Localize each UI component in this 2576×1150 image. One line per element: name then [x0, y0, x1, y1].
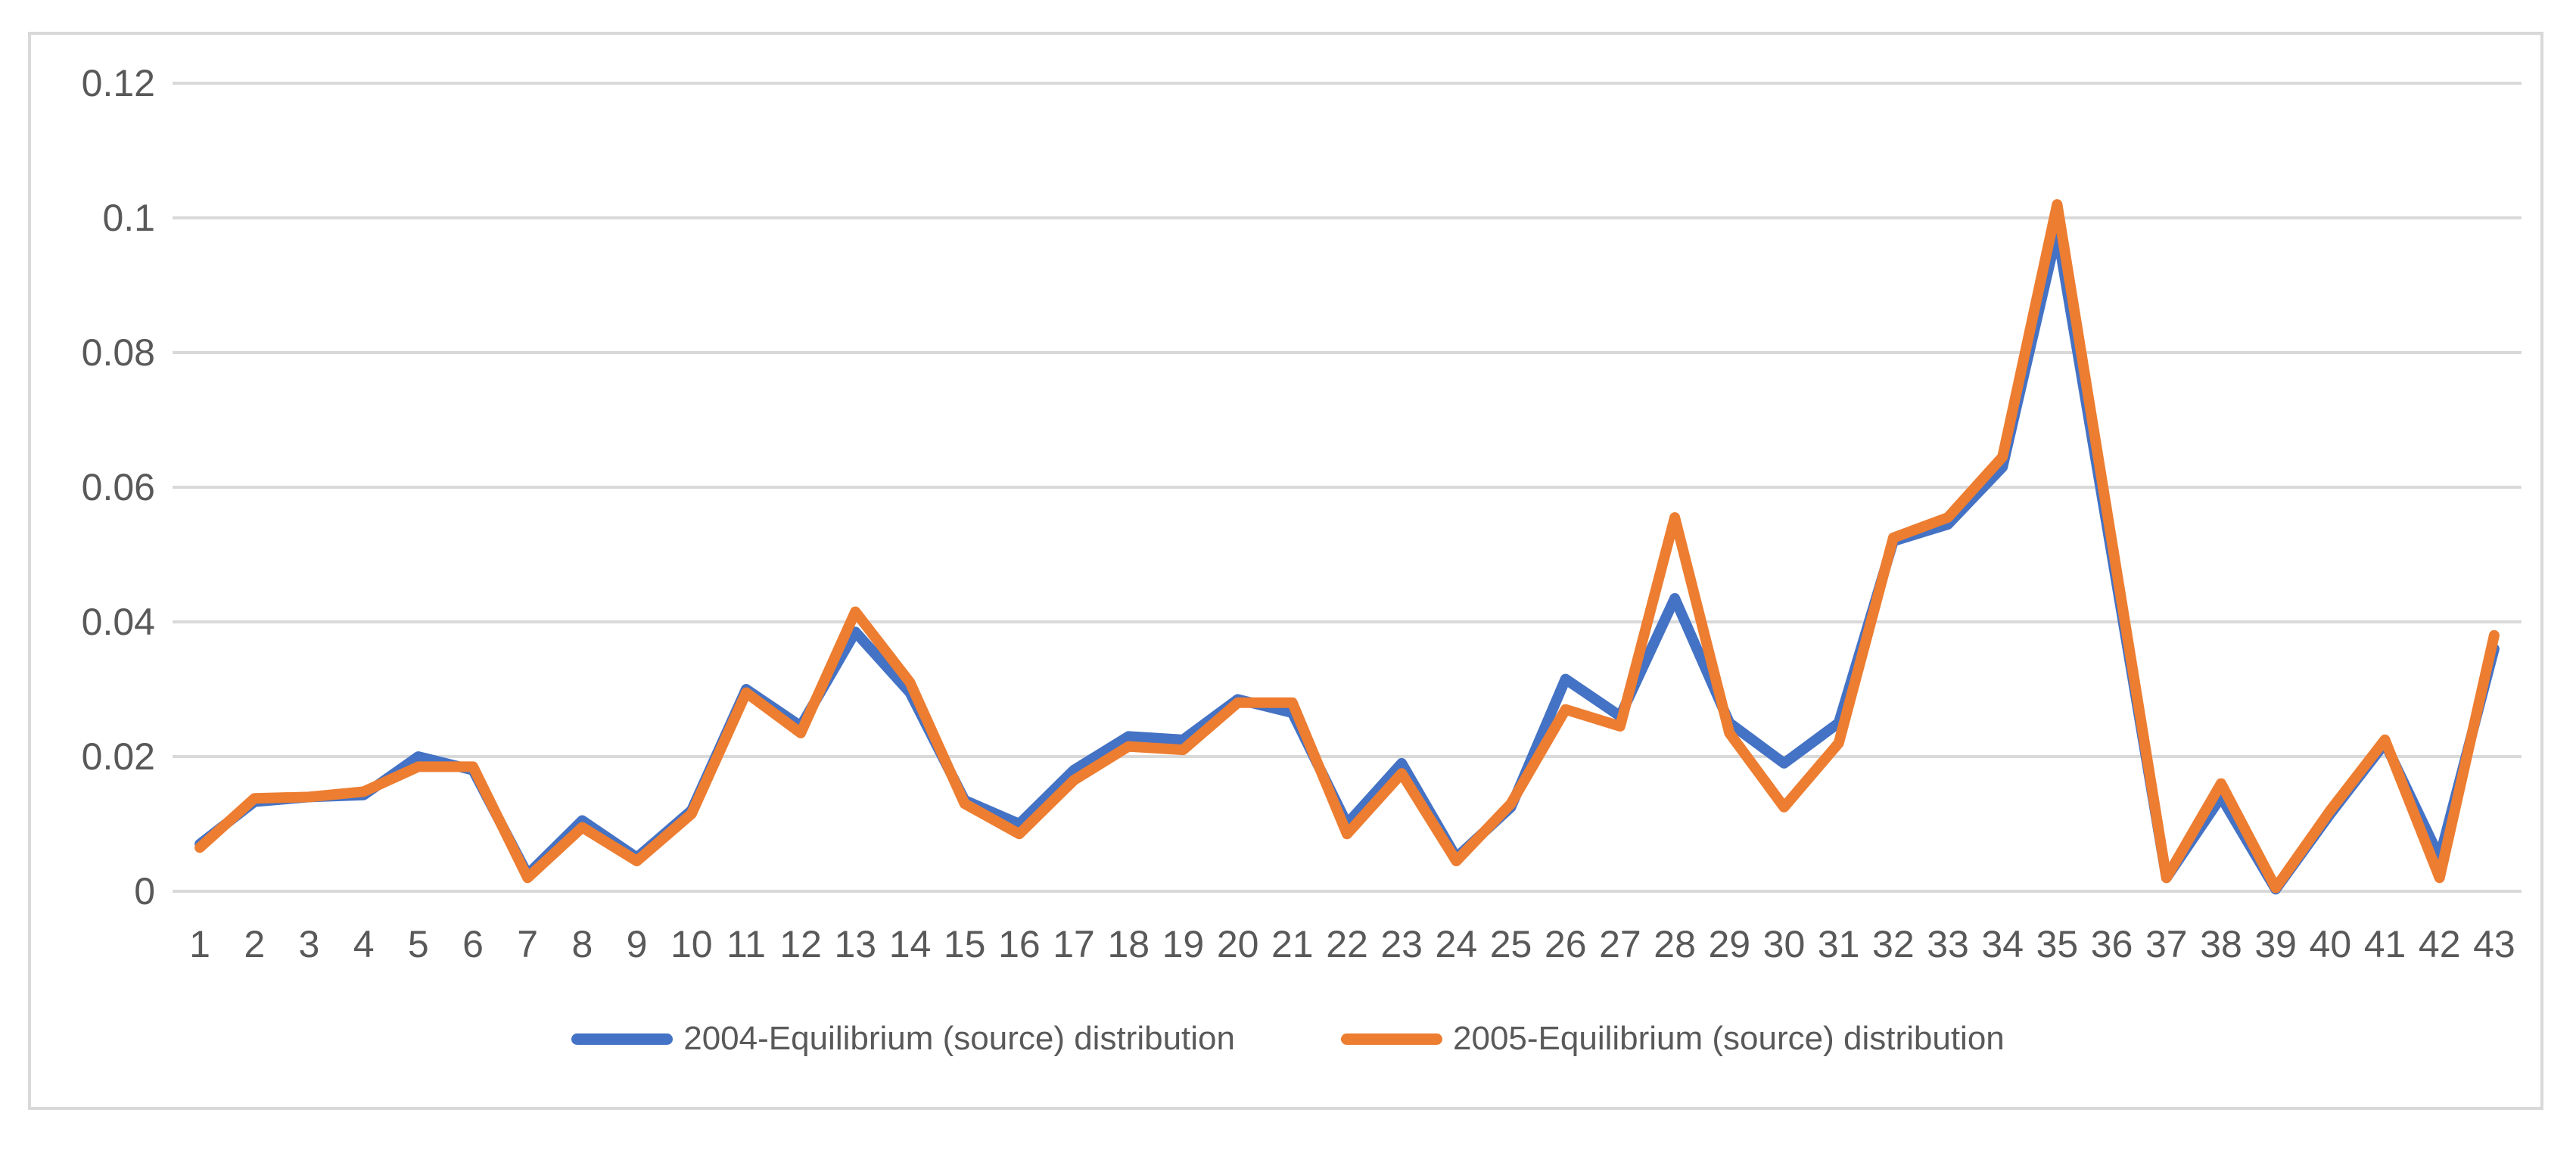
- x-axis-label: 18: [1107, 923, 1150, 965]
- x-axis-label: 15: [943, 923, 986, 965]
- x-axis-label: 28: [1654, 923, 1696, 965]
- x-axis-label: 41: [2363, 923, 2406, 965]
- legend-label-2004: 2004-Equilibrium (source) distribution: [683, 1020, 1235, 1057]
- x-axis-label: 3: [298, 923, 320, 965]
- x-axis-label: 31: [1817, 923, 1860, 965]
- x-axis-label: 6: [462, 923, 484, 965]
- x-axis-label: 1: [189, 923, 210, 965]
- y-axis-label: 0.12: [81, 62, 155, 104]
- x-axis-label: 37: [2145, 923, 2188, 965]
- legend-swatch-2005: [1341, 1033, 1442, 1045]
- x-axis-label: 36: [2090, 923, 2133, 965]
- x-axis-label: 5: [407, 923, 429, 965]
- x-axis-label: 43: [2473, 923, 2515, 965]
- x-axis-label: 38: [2200, 923, 2242, 965]
- x-axis-label: 24: [1435, 923, 1478, 965]
- x-axis-label: 2: [244, 923, 266, 965]
- x-axis-label: 13: [834, 923, 877, 965]
- y-axis-label: 0.04: [81, 601, 155, 643]
- x-axis-label: 20: [1216, 923, 1259, 965]
- chart-frame: [28, 32, 2543, 1110]
- x-axis-label: 29: [1708, 923, 1751, 965]
- legend-item-2005[interactable]: 2005-Equilibrium (source) distribution: [1341, 1020, 2005, 1058]
- x-axis-label: 9: [626, 923, 648, 965]
- x-axis-label: 39: [2254, 923, 2297, 965]
- y-axis-label: 0: [134, 870, 155, 912]
- x-axis-label: 34: [1981, 923, 2024, 965]
- chart-legend: 2004-Equilibrium (source) distribution 2…: [0, 1020, 2576, 1058]
- x-axis-label: 27: [1599, 923, 1641, 965]
- x-axis-label: 26: [1544, 923, 1587, 965]
- x-axis-label: 4: [353, 923, 375, 965]
- x-axis-label: 11: [726, 923, 766, 965]
- x-axis-label: 33: [1927, 923, 1969, 965]
- x-axis-label: 32: [1872, 923, 1915, 965]
- legend-swatch-2004: [571, 1033, 674, 1045]
- x-axis-label: 17: [1053, 923, 1095, 965]
- x-axis-label: 19: [1162, 923, 1205, 965]
- legend-label-2005: 2005-Equilibrium (source) distribution: [1453, 1020, 2005, 1057]
- x-axis-label: 25: [1489, 923, 1532, 965]
- x-axis-label: 7: [517, 923, 539, 965]
- x-axis-label: 30: [1762, 923, 1806, 965]
- x-axis-label: 35: [2036, 923, 2079, 965]
- x-axis-label: 22: [1326, 923, 1368, 965]
- x-axis-label: 21: [1271, 923, 1314, 965]
- x-axis-label: 23: [1380, 923, 1423, 965]
- x-axis-label: 14: [888, 923, 932, 965]
- legend-item-2004[interactable]: 2004-Equilibrium (source) distribution: [571, 1020, 1235, 1058]
- x-axis-label: 42: [2418, 923, 2461, 965]
- x-axis-label: 12: [779, 923, 822, 965]
- y-axis-label: 0.1: [102, 197, 155, 239]
- x-axis-label: 40: [2309, 923, 2352, 965]
- y-axis-label: 0.08: [81, 331, 155, 374]
- x-axis-label: 16: [998, 923, 1041, 965]
- x-axis-label: 8: [571, 923, 593, 965]
- y-axis-label: 0.06: [81, 466, 155, 508]
- x-axis-label: 10: [670, 923, 713, 965]
- series-line-2005[interactable]: [194, 199, 2500, 894]
- y-axis-label: 0.02: [81, 735, 155, 778]
